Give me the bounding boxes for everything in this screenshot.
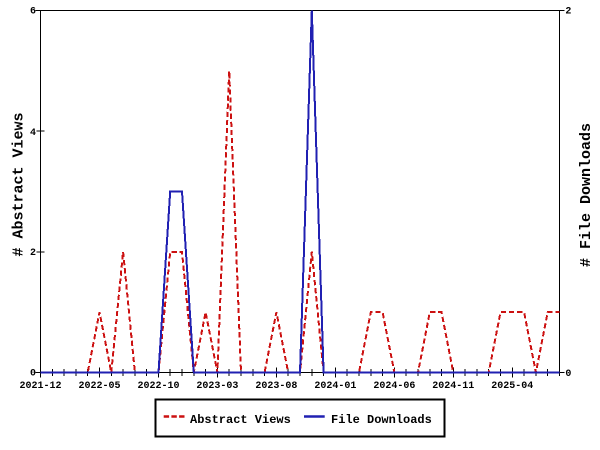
svg-text:# Abstract Views: # Abstract Views xyxy=(11,112,28,256)
svg-text:4: 4 xyxy=(30,128,36,139)
svg-text:# File Downloads: # File Downloads xyxy=(578,123,595,267)
svg-text:2021-12: 2021-12 xyxy=(19,381,61,392)
svg-text:2024-06: 2024-06 xyxy=(373,381,415,392)
svg-text:2023-08: 2023-08 xyxy=(255,381,297,392)
svg-text:2: 2 xyxy=(30,248,36,259)
svg-text:2024-11: 2024-11 xyxy=(432,381,474,392)
svg-text:File Downloads: File Downloads xyxy=(331,413,432,427)
svg-text:0: 0 xyxy=(565,369,571,380)
svg-text:2023-03: 2023-03 xyxy=(196,381,238,392)
svg-text:2022-05: 2022-05 xyxy=(78,381,120,392)
svg-text:2: 2 xyxy=(565,7,571,18)
svg-text:Abstract Views: Abstract Views xyxy=(190,413,291,427)
svg-text:2025-04: 2025-04 xyxy=(491,381,533,392)
svg-text:2022-10: 2022-10 xyxy=(137,381,179,392)
svg-text:2024-01: 2024-01 xyxy=(314,381,356,392)
svg-text:0: 0 xyxy=(30,368,36,379)
svg-text:6: 6 xyxy=(30,7,36,18)
